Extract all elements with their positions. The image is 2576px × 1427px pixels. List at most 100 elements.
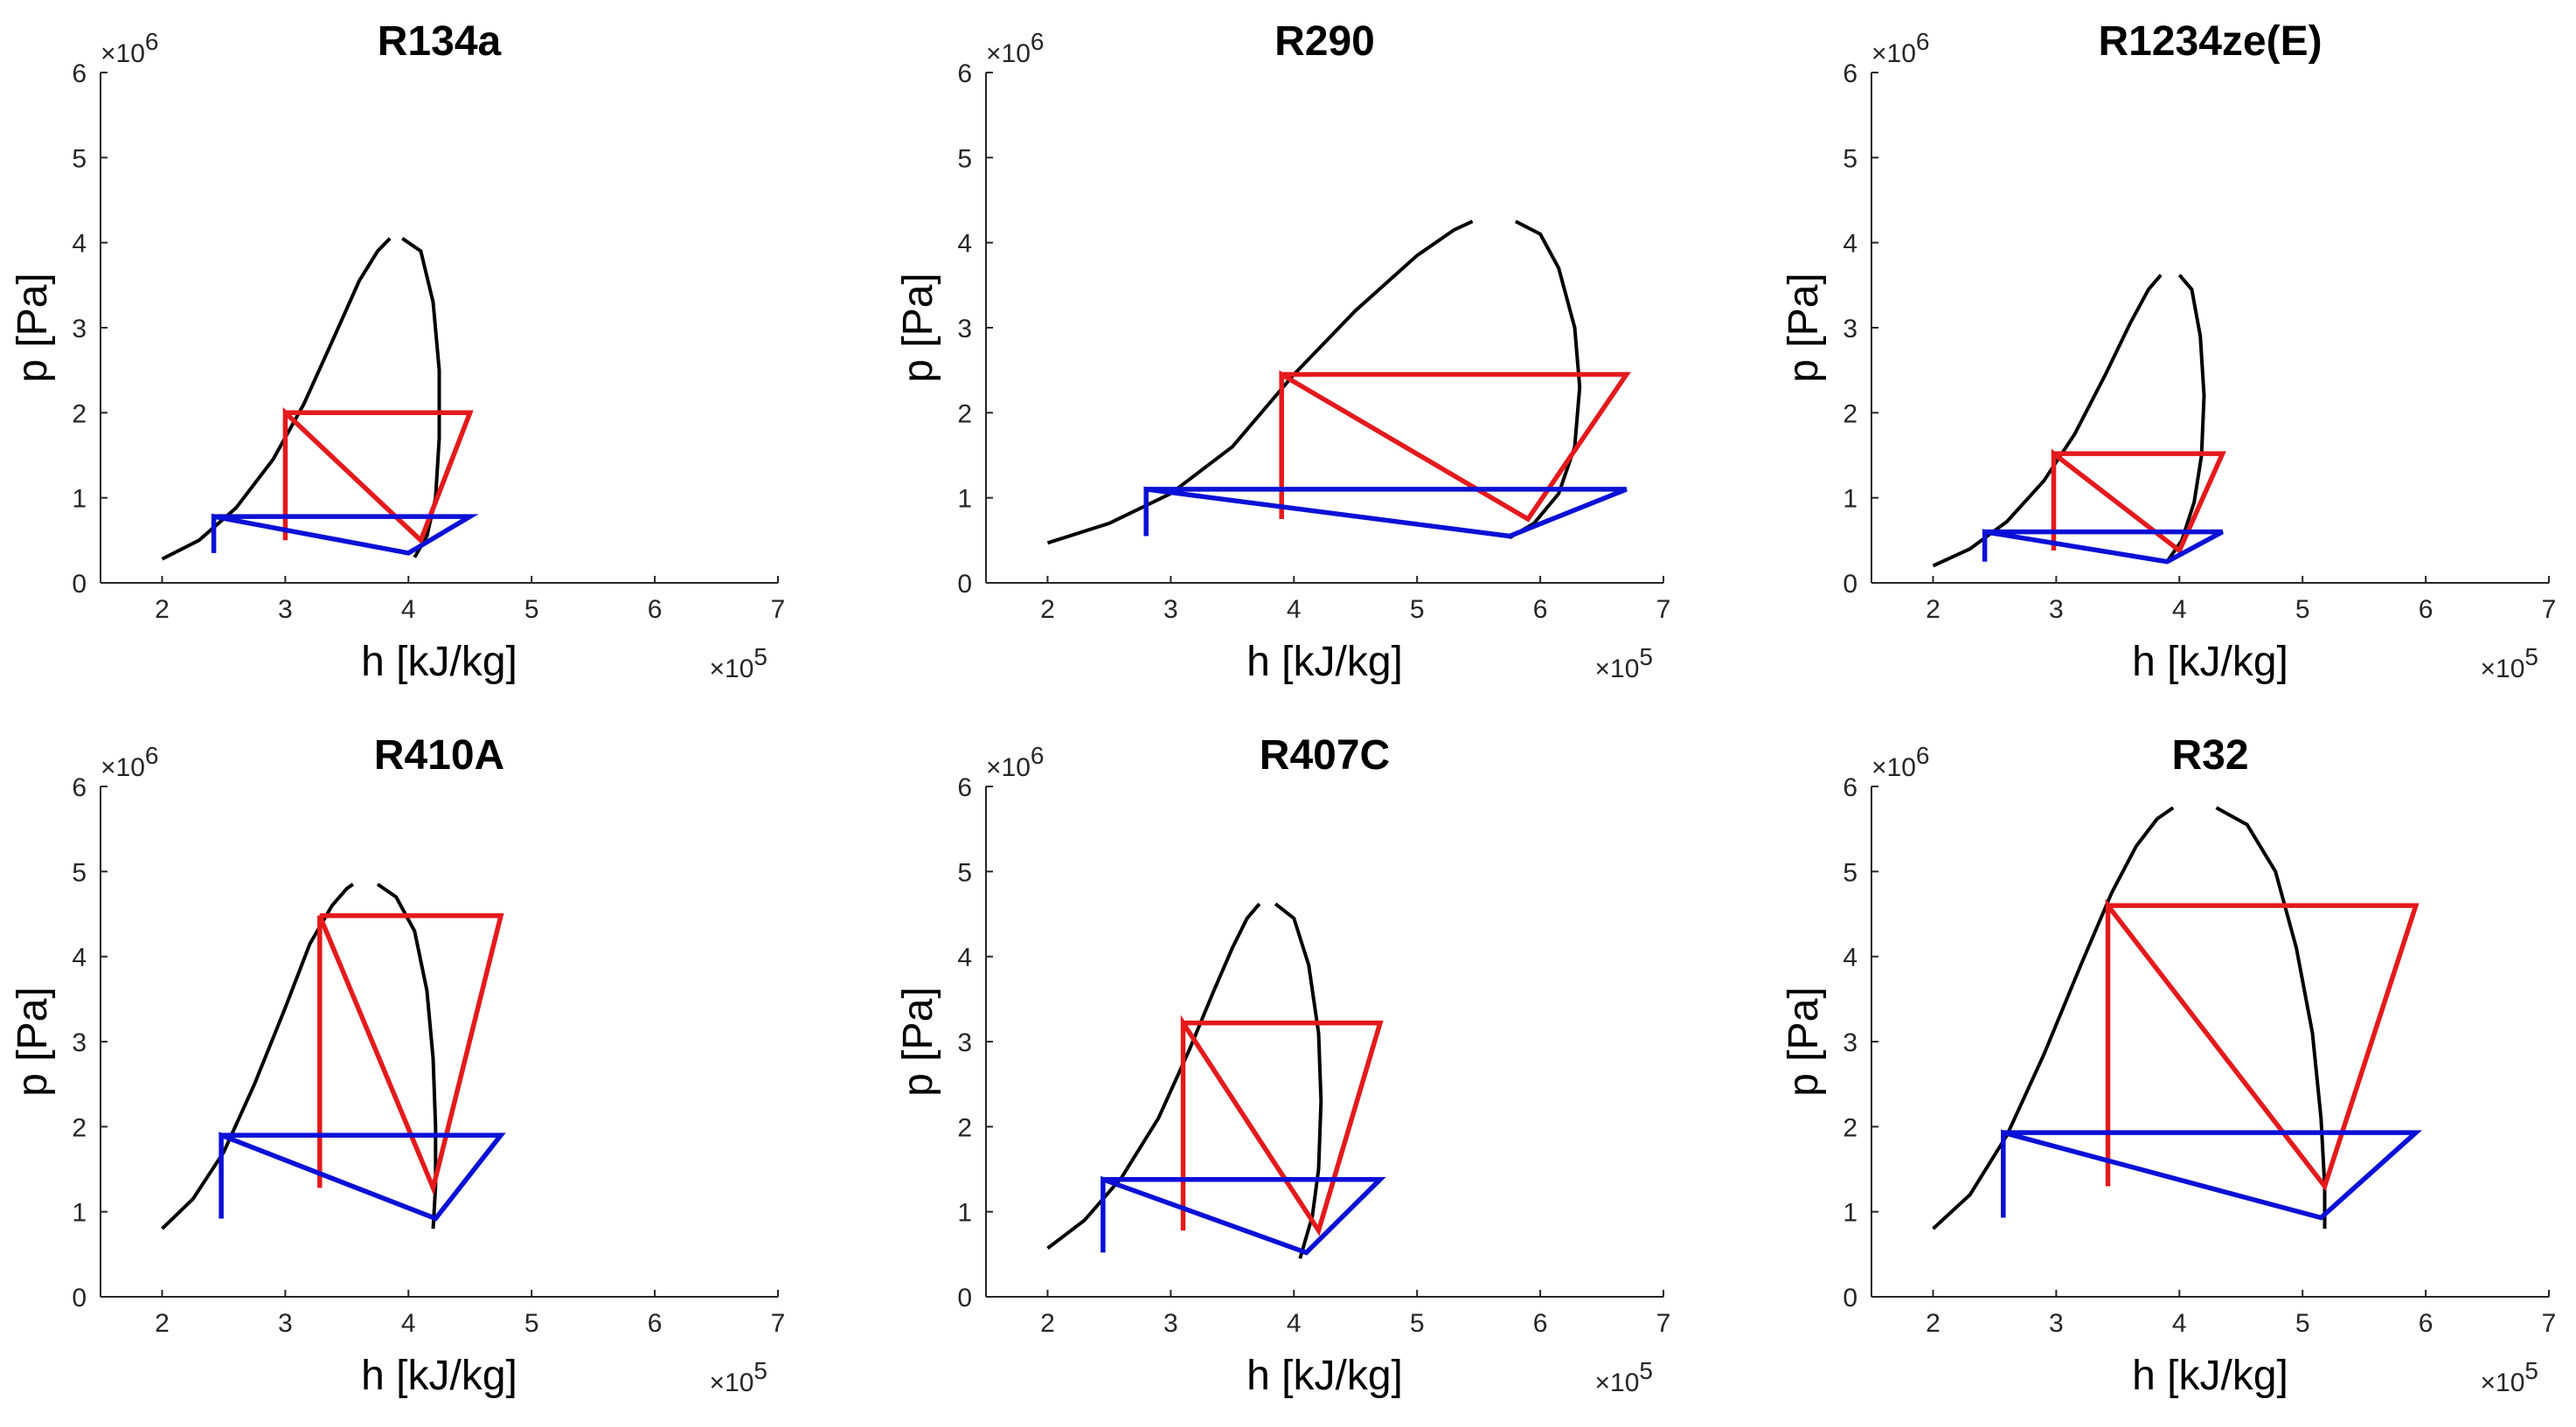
y-tick-label: 6 — [1843, 773, 1857, 802]
cycle-a-line — [282, 406, 474, 545]
y-axis-label: p [Pa] — [10, 273, 56, 382]
x-exponent-base: ×10 — [2481, 655, 2525, 683]
x-tick-label: 3 — [2049, 595, 2064, 624]
x-tick-label: 2 — [1926, 595, 1941, 624]
y-exponent-base: ×10 — [101, 753, 145, 782]
chart-title: R1234ze(E) — [2098, 18, 2322, 65]
x-exponent-label: ×105 — [2481, 643, 2538, 683]
y-tick-label: 4 — [72, 230, 87, 259]
y-tick-label: 0 — [957, 1284, 972, 1313]
x-exponent-power: 5 — [1639, 1357, 1653, 1384]
y-tick-label: 4 — [1843, 944, 1857, 973]
x-axis-label: h [kJ/kg] — [361, 639, 517, 685]
y-tick-label: 2 — [72, 399, 87, 428]
x-tick-label: 5 — [524, 1309, 539, 1338]
cycle-b-line — [2001, 1129, 2422, 1221]
saturation-dome-line — [2165, 274, 2206, 563]
cycle-a-line — [2105, 898, 2420, 1192]
x-exponent-power: 5 — [753, 1357, 767, 1384]
x-tick-label: 2 — [155, 1309, 170, 1338]
y-axis-label: p [Pa] — [895, 273, 941, 382]
cycle-a-line — [317, 913, 504, 1196]
x-tick-label: 7 — [1656, 595, 1671, 624]
cycle-a-line — [1180, 1015, 1384, 1237]
y-exponent-power: 6 — [1916, 742, 1930, 769]
x-tick-label: 3 — [2049, 1309, 2064, 1338]
y-tick-label: 1 — [1843, 1199, 1857, 1228]
y-tick-label: 1 — [1843, 485, 1857, 514]
y-tick-label: 6 — [957, 773, 972, 802]
y-exponent-power: 6 — [145, 28, 159, 55]
x-axis-label: h [kJ/kg] — [361, 1353, 517, 1399]
y-exponent-label: ×106 — [1871, 28, 1929, 68]
x-tick-label: 4 — [1287, 1309, 1302, 1338]
y-tick-label: 5 — [957, 144, 972, 173]
y-exponent-power: 6 — [1031, 742, 1045, 769]
x-tick-label: 5 — [524, 595, 539, 624]
y-exponent-power: 6 — [1031, 28, 1045, 55]
x-axis-label: h [kJ/kg] — [2132, 639, 2288, 685]
y-axis-label: p [Pa] — [1781, 987, 1827, 1096]
x-axis-label: h [kJ/kg] — [1246, 639, 1403, 685]
saturation-dome-line — [1274, 902, 1323, 1259]
x-tick-label: 6 — [2419, 595, 2434, 624]
y-tick-label: 0 — [72, 570, 87, 599]
x-exponent-power: 5 — [2524, 643, 2538, 670]
y-exponent-label: ×106 — [1871, 742, 1929, 782]
y-tick-label: 4 — [957, 230, 972, 259]
y-tick-label: 6 — [72, 59, 87, 88]
y-tick-label: 4 — [72, 944, 87, 973]
x-exponent-power: 5 — [753, 643, 767, 670]
y-tick-label: 4 — [957, 944, 972, 973]
x-tick-label: 3 — [278, 1309, 293, 1338]
y-exponent-label: ×106 — [986, 742, 1044, 782]
x-tick-label: 3 — [278, 595, 293, 624]
y-tick-label: 0 — [1843, 570, 1857, 599]
x-tick-label: 6 — [648, 1309, 663, 1338]
x-tick-label: 2 — [155, 595, 170, 624]
y-exponent-base: ×10 — [1871, 753, 1916, 782]
y-tick-label: 5 — [957, 858, 972, 887]
chart-title: R290 — [1274, 18, 1375, 65]
saturation-dome-line — [1932, 274, 2163, 568]
y-exponent-label: ×106 — [101, 28, 158, 68]
y-exponent-base: ×10 — [986, 753, 1031, 782]
x-tick-label: 4 — [401, 595, 416, 624]
x-exponent-base: ×10 — [1595, 655, 1640, 683]
y-tick-label: 3 — [1843, 315, 1857, 343]
y-tick-label: 5 — [1843, 144, 1857, 173]
y-tick-label: 3 — [72, 315, 87, 343]
y-tick-label: 5 — [1843, 858, 1857, 887]
y-axis-label: p [Pa] — [10, 987, 56, 1096]
x-exponent-power: 5 — [2524, 1357, 2538, 1384]
y-tick-label: 3 — [1843, 1029, 1857, 1057]
x-tick-label: 5 — [2295, 1309, 2310, 1338]
saturation-dome-line — [401, 237, 441, 558]
cycle-b-line — [211, 513, 479, 556]
x-tick-label: 4 — [2172, 595, 2187, 624]
x-tick-label: 7 — [2542, 595, 2557, 624]
y-tick-label: 2 — [1843, 1113, 1857, 1142]
x-exponent-label: ×105 — [710, 1357, 767, 1397]
x-tick-label: 2 — [1926, 1309, 1941, 1338]
y-tick-label: 2 — [957, 399, 972, 428]
saturation-dome-line — [2215, 806, 2327, 1230]
x-exponent-base: ×10 — [1595, 1368, 1640, 1397]
y-tick-label: 5 — [72, 144, 87, 173]
y-tick-label: 1 — [72, 1199, 87, 1228]
x-exponent-label: ×105 — [1595, 643, 1653, 683]
y-exponent-base: ×10 — [1871, 39, 1916, 68]
y-tick-label: 1 — [72, 485, 87, 514]
cycle-a-line — [2051, 448, 2226, 555]
x-tick-label: 2 — [1040, 595, 1055, 624]
x-tick-label: 4 — [401, 1309, 416, 1338]
x-tick-label: 4 — [2172, 1309, 2187, 1338]
x-tick-label: 7 — [2542, 1309, 2557, 1338]
y-tick-label: 0 — [1843, 1284, 1857, 1313]
x-tick-label: 3 — [1163, 1309, 1178, 1338]
